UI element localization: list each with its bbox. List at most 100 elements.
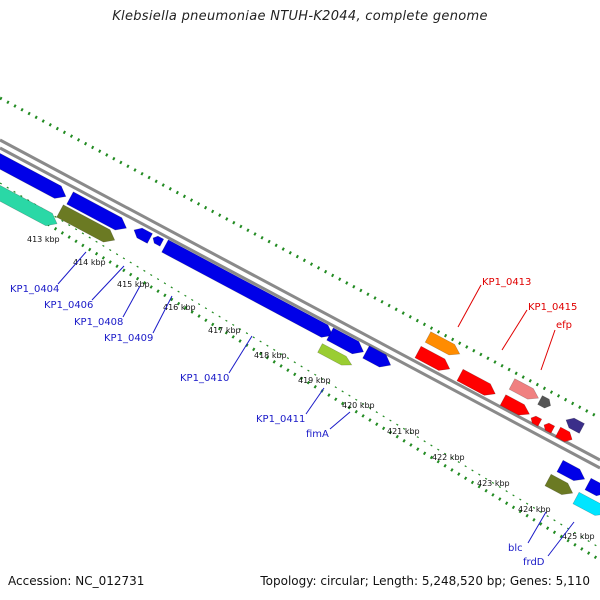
cds-right-blue-1 [556,459,586,481]
backbone-line-inner [0,146,600,470]
cds-gray-shape [537,395,551,409]
gene-label-kp1_0404: KP1_0404 [10,284,59,295]
cds-red-1-shape [414,345,451,371]
cds-kp1-0404 [0,133,67,199]
cds-red-small-1 [530,415,543,427]
leader-kp1_0409 [152,295,173,334]
cds-kp1-0410-shape [161,239,334,338]
cds-fima-blue-shape [362,345,392,368]
leader-kp1_0410 [228,335,253,374]
leader-blc [527,511,547,544]
scale-label-415-kbp: 415 kbp [117,280,150,289]
cds-right-blue-2-shape [584,477,600,497]
scale-label-413-kbp: 413 kbp [27,235,60,244]
inner-minor-ring [0,182,600,549]
leader-fima [329,411,351,430]
genome-summary-text: Topology: circular; Length: 5,248,520 bp… [260,574,590,588]
cds-red-3 [499,394,530,416]
accession-text: Accession: NC_012731 [8,574,145,588]
cds-kp1-0406-shape [66,191,127,231]
scale-label-421-kbp: 421 kbp [387,427,420,436]
cds-kp1-0408-shape [133,227,153,244]
gene-label-kp1_0415: KP1_0415 [528,302,577,313]
gene-label-kp1_0408: KP1_0408 [74,317,123,328]
cds-kp1-0413-shape [424,331,461,356]
gene-label-kp1_0411: KP1_0411 [256,414,305,425]
cds-kp1-0410 [161,239,334,338]
backbone-line-outer [0,138,600,462]
cds-efp [555,426,573,443]
cds-inner-teal [0,165,58,227]
scale-label-422-kbp: 422 kbp [432,453,465,462]
scale-labels: 413 kbp 414 kbp 415 kbp 416 kbp 417 kbp 418 k… [27,235,595,541]
cds-kp1-0408b-shape [152,235,165,247]
cds-red-small-2 [543,422,556,434]
cds-gray [537,395,551,409]
cds-fima-green-shape [317,343,353,366]
cds-navy [565,417,585,434]
leader-frdd [547,521,575,557]
cds-navy-shape [565,417,585,434]
gene-label-efp: efp [556,320,572,331]
leader-efp [540,329,556,371]
leader-kp1_0406 [91,265,125,301]
cds-frdd-shape [572,491,600,516]
cds-red-small-2-shape [543,422,556,434]
gene-label-frdd: frdD [523,557,545,568]
tick-rings [0,96,600,562]
scale-label-417-kbp: 417 kbp [208,326,241,335]
cds-kp1-0411-blue-shape [326,327,364,355]
cds-kp1-0415-shape [508,378,539,400]
inner-tick-ring [0,193,600,562]
cds-fima-blue [362,345,392,368]
cds-kp1-0411-blue [326,327,364,355]
leader-kp1_0408 [122,285,141,318]
cds-kp1-0408 [133,227,153,244]
cds-kp1-0408b [152,235,165,247]
gene-label-kp1_0410: KP1_0410 [180,373,229,384]
gene-labels: KP1_0404 KP1_0406 KP1_0408 KP1_0409 KP1_0410… [10,251,577,568]
gene-label-kp1_0409: KP1_0409 [104,333,153,344]
scale-label-418-kbp: 418 kbp [254,351,287,360]
gene-label-blc: blc [508,543,523,554]
cds-inner-olive [56,204,116,243]
cds-red-small-1-shape [530,415,543,427]
cds-frdd [572,491,600,516]
gene-label-kp1_0413: KP1_0413 [482,277,531,288]
scale-label-424-kbp: 424 kbp [518,505,551,514]
cds-red-3-shape [499,394,530,416]
leader-kp1_0411 [305,387,325,415]
leader-kp1_0404 [57,251,87,285]
cds-blc-shape [544,473,574,495]
scale-label-416-kbp: 416 kbp [163,303,196,312]
map-title: Klebsiella pneumoniae NTUH-K2044, comple… [112,9,488,24]
cds-red-2 [456,368,496,396]
leader-kp1_0415 [501,309,528,351]
gene-features [0,133,600,516]
scale-label-420-kbp: 420 kbp [342,401,375,410]
cds-fima-green [317,343,353,366]
cds-red-2-shape [456,368,496,396]
cds-kp1-0413 [424,331,461,356]
cds-red-1 [414,345,451,371]
cds-inner-olive-shape [56,204,116,243]
scale-label-419-kbp: 419 kbp [298,376,331,385]
gene-label-kp1_0406: KP1_0406 [44,300,93,311]
leader-kp1_0413 [457,284,482,328]
cds-efp-shape [555,426,573,443]
cds-right-blue-2 [584,477,600,497]
backbone [0,138,600,470]
gene-label-fima: fimA [306,429,329,440]
scale-label-425-kbp: 425 kbp [562,532,595,541]
cds-right-blue-1-shape [556,459,586,481]
outer-tick-ring [0,96,600,420]
cds-blc [544,473,574,495]
cds-kp1-0415 [508,378,539,400]
cds-kp1-0406 [66,191,127,231]
cds-inner-teal-shape [0,165,58,227]
cds-kp1-0404-shape [0,133,67,199]
scale-label-414-kbp: 414 kbp [73,258,106,267]
scale-label-423-kbp: 423 kbp [477,479,510,488]
